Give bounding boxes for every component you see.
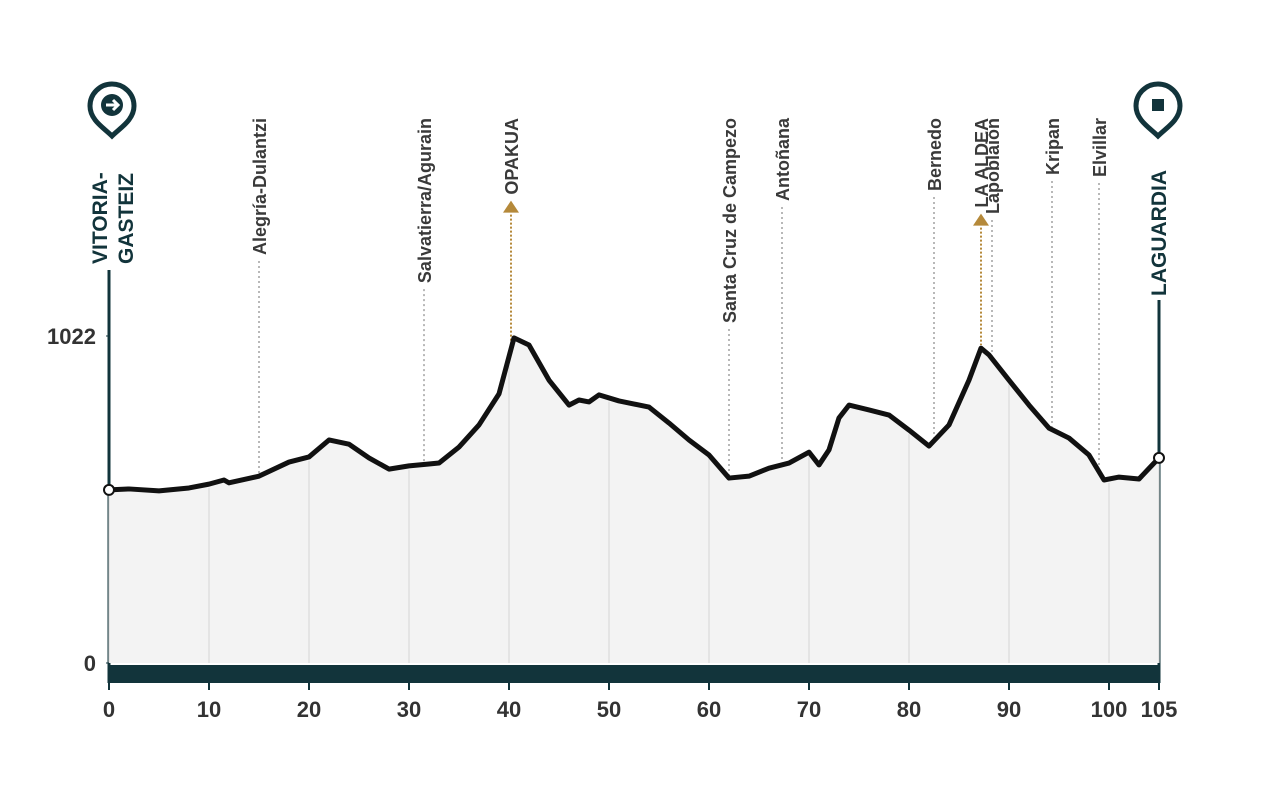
x-tick-label: 30 <box>397 697 421 722</box>
finish-label: LAGUARDIA <box>1148 170 1171 296</box>
y-tick-label: 1022 <box>47 324 96 349</box>
place-label: LA ALDEA <box>972 118 992 208</box>
x-tick-label: 40 <box>497 697 521 722</box>
place-label: Bernedo <box>925 118 945 191</box>
x-tick-label: 10 <box>197 697 221 722</box>
y-tick-label: 0 <box>84 651 96 676</box>
start-label: GASTEIZ <box>115 173 138 264</box>
place-label: Santa Cruz de Campezo <box>720 118 740 323</box>
profile-line <box>108 335 1161 494</box>
place-label: Lapoblaión <box>983 118 1003 214</box>
place-label: Salvatierra/Agurain <box>415 118 435 283</box>
place-label: Alegría-Dulantzi <box>250 118 270 255</box>
x-tick-label: 80 <box>897 697 921 722</box>
base-band <box>109 665 1159 683</box>
place-label: OPAKUA <box>502 118 522 195</box>
place-label: Kripan <box>1043 118 1063 175</box>
place-label: Antoñana <box>773 117 793 201</box>
climb-arrow <box>503 200 519 213</box>
x-tick-label: 100 <box>1091 697 1128 722</box>
x-tick-label: 90 <box>997 697 1021 722</box>
start-label: VITORIA- <box>89 172 112 264</box>
x-tick-label: 50 <box>597 697 621 722</box>
place-label: Elvillar <box>1090 118 1110 177</box>
x-tick-label: 70 <box>797 697 821 722</box>
start-pin <box>87 81 137 140</box>
start-marker <box>103 483 115 496</box>
finish-marker <box>1153 451 1165 464</box>
climb-arrow <box>973 213 989 226</box>
profile-area <box>109 337 1159 663</box>
x-tick-label: 60 <box>697 697 721 722</box>
x-tick-label: 20 <box>297 697 321 722</box>
x-tick-label: 0 <box>103 697 115 722</box>
finish-pin <box>1133 81 1183 140</box>
x-tick-label: 105 <box>1141 697 1178 722</box>
